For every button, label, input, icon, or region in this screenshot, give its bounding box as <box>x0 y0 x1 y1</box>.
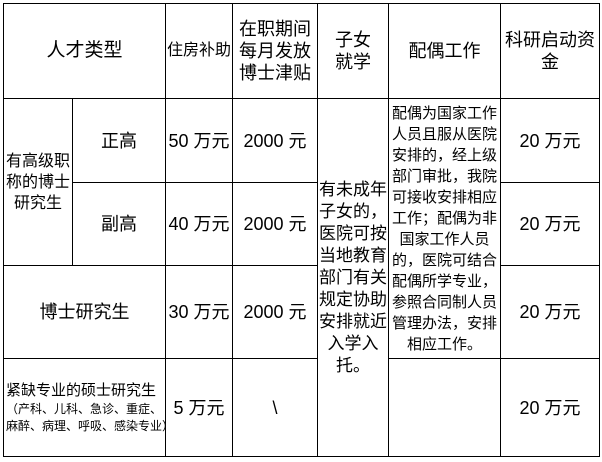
cell-housing-full-senior: 50 万元 <box>165 98 234 183</box>
benefits-table: 人才类型 住房补助 在职期间每月发放博士津贴 子女就学 配偶工作 科研启动资金 … <box>2 3 601 457</box>
cell-phd-label: 博士研究生 <box>2 265 167 359</box>
cell-housing-phd: 30 万元 <box>165 265 234 359</box>
cell-spouse-policy: 配偶为国家工作人员且服从医院安排的，经上级部门审批，我院可接收安排相应工作；配偶… <box>388 98 502 359</box>
header-children-schooling: 子女就学 <box>317 3 390 99</box>
header-spouse-work: 配偶工作 <box>388 3 502 99</box>
row-master: 紧缺专业的硕士研究生 （产科、儿科、急诊、重症、 麻醉、病理、呼吸、感染专业） … <box>2 358 601 457</box>
master-label-text: 紧缺专业的硕士研究生 <box>6 381 157 399</box>
cell-housing-associate-senior: 40 万元 <box>165 182 234 266</box>
cell-senior-phd-label: 有高级职称的博士研究生 <box>3 98 73 266</box>
header-housing-subsidy: 住房补助 <box>165 3 234 99</box>
cell-master-label: 紧缺专业的硕士研究生 （产科、儿科、急诊、重症、 麻醉、病理、呼吸、感染专业） <box>2 358 167 457</box>
cell-allowance-associate-senior: 2000 元 <box>232 182 319 266</box>
header-row: 人才类型 住房补助 在职期间每月发放博士津贴 子女就学 配偶工作 科研启动资金 <box>2 3 601 99</box>
row-senior-full: 有高级职称的博士研究生 正高 50 万元 2000 元 有未成年子女的，医院可按… <box>3 98 601 457</box>
cell-research-full-senior: 20 万元 <box>500 98 601 183</box>
header-monthly-phd-allowance: 在职期间每月发放博士津贴 <box>232 3 319 99</box>
header-children-schooling-label: 子女就学 <box>335 30 372 72</box>
header-research-startup-fund: 科研启动资金 <box>500 3 601 99</box>
cell-allowance-master: \ <box>232 358 319 457</box>
cell-allowance-phd: 2000 元 <box>232 265 319 359</box>
cell-research-phd: 20 万元 <box>500 265 601 359</box>
cell-grade-full-senior: 正高 <box>71 98 167 183</box>
cell-allowance-full-senior: 2000 元 <box>232 98 319 183</box>
cell-housing-master: 5 万元 <box>165 358 234 457</box>
master-specialties-line1: （产科、儿科、急诊、重症、 <box>6 401 163 416</box>
cell-children-policy: 有未成年子女的，医院可按当地教育部门有关规定协助安排就近入学入托。 <box>317 98 390 457</box>
cell-research-master: 20 万元 <box>500 358 601 457</box>
row-phd: 博士研究生 30 万元 2000 元 20 万元 <box>2 265 601 359</box>
master-specialties-line2: 麻醉、病理、呼吸、感染专业） <box>6 418 166 433</box>
cell-spouse-master-empty <box>388 358 502 457</box>
header-talent-type: 人才类型 <box>2 3 167 99</box>
row-senior-associate: 副高 40 万元 2000 元 20 万元 <box>4 182 601 266</box>
cell-research-associate-senior: 20 万元 <box>500 182 601 266</box>
cell-grade-associate-senior: 副高 <box>71 182 167 266</box>
